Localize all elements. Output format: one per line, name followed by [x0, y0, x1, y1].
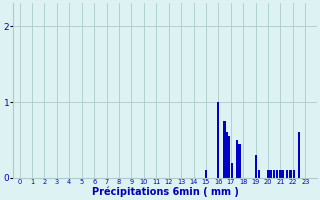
Bar	[279, 170, 282, 178]
Bar	[231, 163, 233, 178]
Bar	[289, 170, 292, 178]
Bar	[276, 170, 278, 178]
Bar	[258, 170, 260, 178]
Bar	[236, 140, 238, 178]
Bar	[217, 102, 220, 178]
Bar	[285, 170, 288, 178]
X-axis label: Précipitations 6min ( mm ): Précipitations 6min ( mm )	[92, 186, 238, 197]
Bar	[205, 170, 207, 178]
Bar	[269, 170, 272, 178]
Bar	[254, 155, 257, 178]
Bar	[226, 132, 228, 178]
Bar	[267, 170, 269, 178]
Bar	[298, 132, 300, 178]
Bar	[293, 170, 295, 178]
Bar	[282, 170, 284, 178]
Bar	[223, 121, 226, 178]
Bar	[273, 170, 276, 178]
Bar	[228, 136, 230, 178]
Bar	[238, 144, 241, 178]
